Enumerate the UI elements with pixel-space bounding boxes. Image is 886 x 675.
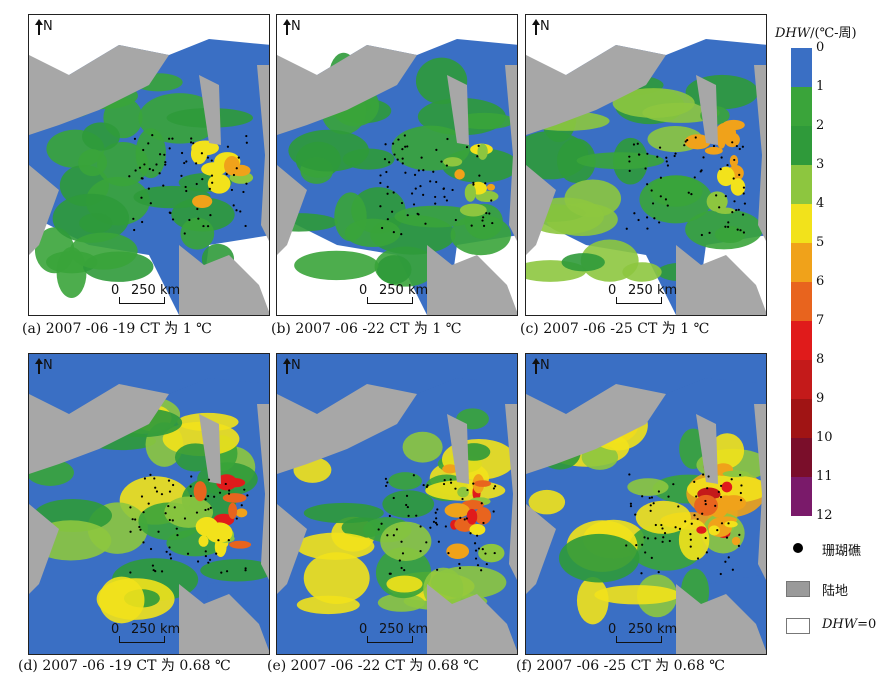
legend-zero-value: =0 [857, 617, 877, 632]
scale-bar-line [616, 297, 662, 304]
north-arrow-icon [283, 19, 291, 35]
color-bar-segment [791, 243, 812, 282]
color-bar-tick: 9 [816, 391, 825, 406]
color-bar-tick: 1 [816, 79, 825, 94]
color-bar-tick: 11 [816, 469, 833, 484]
scale-bar-line [119, 297, 165, 304]
north-label: N [540, 358, 550, 373]
dhw-map [29, 354, 269, 654]
north-arrow-icon [283, 358, 291, 374]
dhw-map [29, 15, 269, 315]
legend-reef-label: 珊瑚礁 [822, 544, 862, 559]
color-bar-segment [791, 282, 812, 321]
dhw-map [277, 354, 517, 654]
scale-bar-line [119, 636, 165, 643]
color-bar-tick: 8 [816, 352, 825, 367]
color-bar-segment [791, 438, 812, 477]
legend-title-unit: /(℃-周) [810, 26, 857, 41]
color-bar-tick: 4 [816, 196, 825, 211]
scale-distance: 250 km [628, 283, 678, 298]
zero-swatch [786, 618, 810, 634]
dhw-map [526, 354, 766, 654]
panel-caption: (f) 2007 -06 -25 CT 为 0.68 ℃ [516, 658, 725, 674]
dhw-map [526, 15, 766, 315]
scale-bar-line [367, 636, 413, 643]
north-arrow: N [283, 358, 301, 374]
map-panel: N 0 250 km [28, 14, 270, 316]
color-bar-segment [791, 126, 812, 165]
legend-zero-label: DHW=0 [822, 617, 876, 632]
land-swatch [786, 581, 810, 597]
legend-land-label: 陆地 [822, 584, 849, 599]
north-arrow: N [532, 19, 550, 35]
color-bar-tick: 10 [816, 430, 833, 445]
panel-caption: (d) 2007 -06 -19 CT 为 0.68 ℃ [18, 658, 231, 674]
north-label: N [291, 19, 301, 34]
color-bar-tick: 5 [816, 235, 825, 250]
scale-zero: 0 [608, 622, 617, 637]
color-bar-tick: 3 [816, 157, 825, 172]
color-bar [791, 48, 812, 516]
legend-title: DHW/(℃-周) [775, 22, 857, 41]
color-bar-tick: 7 [816, 313, 825, 328]
color-bar-segment [791, 204, 812, 243]
color-bar-tick: 12 [816, 508, 833, 523]
map-panel: N 0 250 km [525, 353, 767, 655]
north-label: N [43, 19, 53, 34]
scale-zero: 0 [608, 283, 617, 298]
scale-distance: 250 km [131, 283, 181, 298]
north-arrow-icon [35, 19, 43, 35]
scale-zero: 0 [359, 622, 368, 637]
map-panel: N 0 250 km [276, 14, 518, 316]
north-arrow: N [283, 19, 301, 35]
map-panel: N 0 250 km [525, 14, 767, 316]
scale-bar-line [616, 636, 662, 643]
panel-caption: (b) 2007 -06 -22 CT 为 1 ℃ [271, 321, 462, 337]
panel-caption: (c) 2007 -06 -25 CT 为 1 ℃ [520, 321, 710, 337]
scale-bar-line [367, 297, 413, 304]
color-bar-segment [791, 48, 812, 87]
scale-zero: 0 [111, 283, 120, 298]
dhw-map [277, 15, 517, 315]
color-bar-segment [791, 360, 812, 399]
reef-dot-icon [793, 543, 803, 553]
north-label: N [43, 358, 53, 373]
north-label: N [540, 19, 550, 34]
color-bar-tick: 6 [816, 274, 825, 289]
color-bar-tick: 0 [816, 40, 825, 55]
scale-distance: 250 km [379, 283, 429, 298]
panel-caption: (a) 2007 -06 -19 CT 为 1 ℃ [22, 321, 212, 337]
legend-title-variable: DHW [775, 26, 811, 41]
color-bar-segment [791, 477, 812, 516]
color-bar-segment [791, 165, 812, 204]
color-bar-segment [791, 87, 812, 126]
scale-distance: 250 km [628, 622, 678, 637]
map-panel: N 0 250 km [28, 353, 270, 655]
north-arrow-icon [35, 358, 43, 374]
scale-distance: 250 km [131, 622, 181, 637]
north-arrow: N [35, 358, 53, 374]
panel-caption: (e) 2007 -06 -22 CT 为 0.68 ℃ [267, 658, 479, 674]
color-bar-tick: 2 [816, 118, 825, 133]
map-panel: N 0 250 km [276, 353, 518, 655]
north-arrow: N [532, 358, 550, 374]
north-arrow: N [35, 19, 53, 35]
scale-zero: 0 [111, 622, 120, 637]
legend-zero-var: DHW [822, 617, 858, 632]
north-arrow-icon [532, 358, 540, 374]
scale-zero: 0 [359, 283, 368, 298]
color-bar-segment [791, 321, 812, 360]
north-arrow-icon [532, 19, 540, 35]
color-bar-segment [791, 399, 812, 438]
scale-distance: 250 km [379, 622, 429, 637]
north-label: N [291, 358, 301, 373]
